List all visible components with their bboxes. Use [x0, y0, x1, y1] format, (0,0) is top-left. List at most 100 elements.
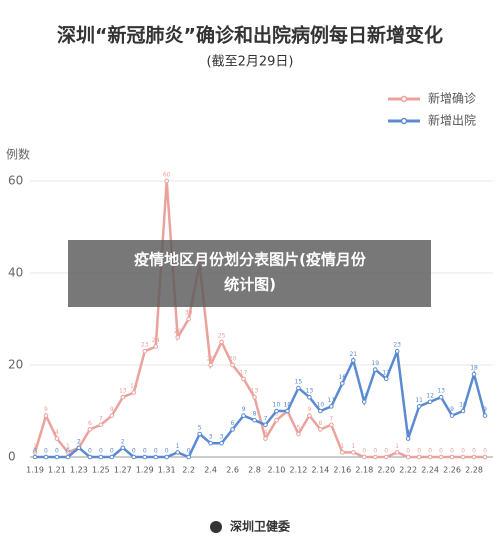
data-label: 12	[360, 392, 368, 399]
legend-label: 新增出院	[428, 113, 476, 128]
data-label: 13	[251, 388, 259, 395]
point	[394, 348, 400, 354]
y-tick-label: 0	[8, 450, 16, 464]
point	[482, 454, 488, 460]
data-label: 0	[55, 448, 59, 455]
x-tick-label: 1.23	[70, 466, 88, 475]
point	[32, 450, 38, 455]
point	[460, 454, 466, 460]
data-label: 0	[439, 448, 443, 455]
point	[274, 408, 279, 414]
data-label: 60	[163, 172, 171, 179]
data-label: 4	[55, 429, 59, 436]
point	[43, 454, 49, 460]
data-label: 3	[220, 434, 224, 441]
data-label: 6	[231, 420, 235, 427]
data-label: 10	[284, 402, 292, 409]
data-label: 24	[152, 337, 160, 344]
legend-label: 新增确诊	[428, 91, 476, 106]
data-label: 18	[470, 365, 478, 372]
data-label: 6	[88, 420, 92, 427]
point	[329, 404, 334, 409]
point	[263, 436, 268, 441]
point	[438, 454, 444, 460]
point	[318, 427, 323, 432]
data-label: 5	[198, 425, 202, 432]
point	[120, 394, 126, 400]
data-label: 23	[141, 342, 149, 349]
data-label: 0	[461, 448, 465, 455]
data-label: 0	[165, 448, 169, 455]
x-tick-label: 2.28	[465, 466, 483, 475]
data-label: 30	[185, 310, 193, 317]
point	[43, 413, 49, 418]
point	[186, 454, 191, 460]
point	[482, 413, 488, 418]
x-tick-label: 2.14	[311, 466, 329, 475]
data-label: 12	[426, 392, 434, 399]
data-label: 0	[406, 448, 410, 455]
data-label: 8	[275, 411, 279, 418]
data-label: 0	[187, 448, 191, 455]
data-label: 13	[306, 388, 314, 395]
point	[274, 417, 279, 423]
source: 深圳卫健委	[230, 519, 291, 534]
x-tick-label: 2.12	[290, 466, 308, 475]
data-label: 20	[229, 356, 237, 363]
x-tick-label: 2.2	[182, 466, 195, 475]
point	[76, 445, 82, 451]
point	[372, 454, 378, 460]
point	[230, 427, 235, 432]
point	[175, 450, 180, 455]
data-label: 1	[395, 443, 399, 450]
data-label: 10	[459, 402, 467, 409]
data-label: 8	[253, 411, 257, 418]
point	[471, 454, 477, 460]
data-label: 1	[66, 443, 70, 450]
data-label: 19	[371, 360, 379, 367]
point	[361, 454, 367, 460]
x-tick-label: 1.21	[48, 466, 66, 475]
data-label: 0	[143, 448, 147, 455]
data-label: 2	[77, 438, 81, 445]
data-label: 26	[174, 328, 182, 335]
data-label: 17	[240, 369, 248, 376]
data-label: 25	[218, 333, 226, 340]
point	[383, 454, 389, 460]
point	[197, 431, 202, 437]
banner-text: 统计图)	[224, 276, 276, 294]
point	[98, 454, 104, 460]
y-tick-label: 20	[8, 358, 23, 372]
point	[87, 427, 93, 432]
point	[32, 454, 38, 460]
data-label: 5	[297, 425, 301, 432]
data-label: 0	[132, 448, 136, 455]
point	[296, 385, 301, 391]
point	[307, 413, 312, 418]
data-label: 14	[130, 383, 138, 390]
data-label: 13	[437, 388, 445, 395]
x-tick-label: 2.16	[333, 466, 351, 475]
point	[208, 362, 213, 368]
data-label: 7	[264, 415, 268, 422]
point	[186, 316, 191, 322]
point	[383, 376, 389, 382]
point	[208, 440, 213, 446]
data-label: 0	[88, 448, 92, 455]
point	[65, 450, 71, 455]
data-label: 17	[382, 369, 390, 376]
data-label: 9	[242, 406, 246, 413]
legend-dot	[400, 95, 408, 103]
point	[131, 454, 137, 460]
data-label: 23	[393, 342, 401, 349]
point	[405, 436, 411, 441]
point	[372, 367, 378, 372]
x-tick-label: 1.19	[26, 466, 44, 475]
point	[350, 358, 356, 363]
point	[329, 422, 334, 428]
data-label: 0	[483, 448, 487, 455]
x-tick-label: 2.24	[421, 466, 439, 475]
x-tick-label: 1.25	[92, 466, 110, 475]
point	[131, 390, 137, 395]
